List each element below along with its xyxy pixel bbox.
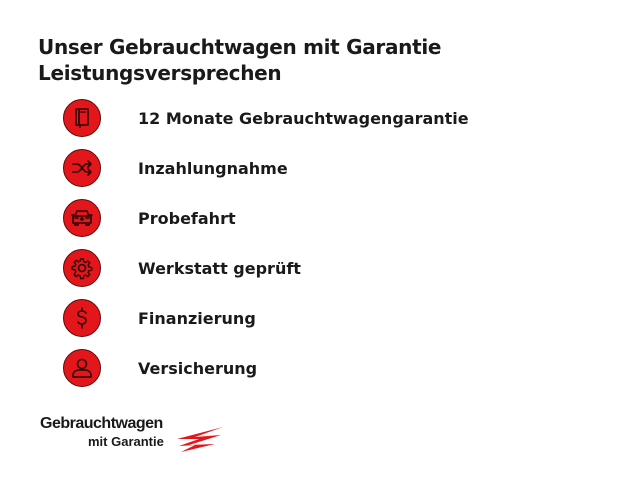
title-line-2: Leistungsversprechen bbox=[38, 61, 282, 85]
item-label: Probefahrt bbox=[138, 208, 236, 228]
gear-icon bbox=[63, 249, 101, 287]
item-label: Inzahlungnahme bbox=[138, 158, 288, 178]
item-label: Finanzierung bbox=[138, 308, 256, 328]
item-label: 12 Monate Gebrauchtwagengarantie bbox=[138, 108, 469, 128]
list-item-trade-in: Inzahlungnahme bbox=[63, 148, 288, 188]
red-swoosh-icon bbox=[177, 427, 223, 452]
person-icon bbox=[63, 349, 101, 387]
list-item-financing: Finanzierung bbox=[63, 298, 256, 338]
gebrauchtwagen-logo: Gebrauchtwagen mit Garantie bbox=[40, 415, 225, 455]
book-icon bbox=[63, 99, 101, 137]
item-label: Versicherung bbox=[138, 358, 258, 378]
page-title: Unser Gebrauchtwagen mit Garantie Leistu… bbox=[38, 34, 441, 86]
item-label: Werkstatt geprüft bbox=[138, 258, 301, 278]
logo-line-1: Gebrauchtwagen bbox=[40, 415, 163, 432]
list-item-warranty: 12 Monate Gebrauchtwagengarantie bbox=[63, 98, 469, 138]
title-line-1: Unser Gebrauchtwagen mit Garantie bbox=[38, 35, 442, 59]
logo-line-2: mit Garantie bbox=[88, 434, 164, 449]
dollar-icon bbox=[63, 299, 101, 337]
shuffle-icon bbox=[63, 149, 101, 187]
list-item-workshop: Werkstatt geprüft bbox=[63, 248, 301, 288]
list-item-insurance: Versicherung bbox=[63, 348, 257, 388]
list-item-test-drive: Probefahrt bbox=[63, 198, 236, 238]
car-icon bbox=[63, 199, 101, 237]
